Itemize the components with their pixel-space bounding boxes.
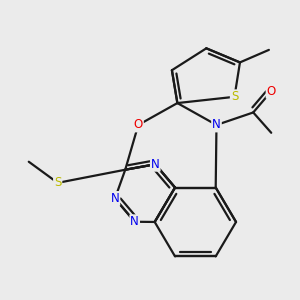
Text: N: N: [111, 192, 119, 205]
Text: N: N: [130, 215, 139, 228]
Text: S: S: [231, 90, 238, 103]
Text: O: O: [267, 85, 276, 98]
Text: O: O: [134, 118, 143, 131]
Text: N: N: [151, 158, 160, 171]
Text: N: N: [212, 118, 221, 131]
Text: S: S: [54, 176, 62, 189]
